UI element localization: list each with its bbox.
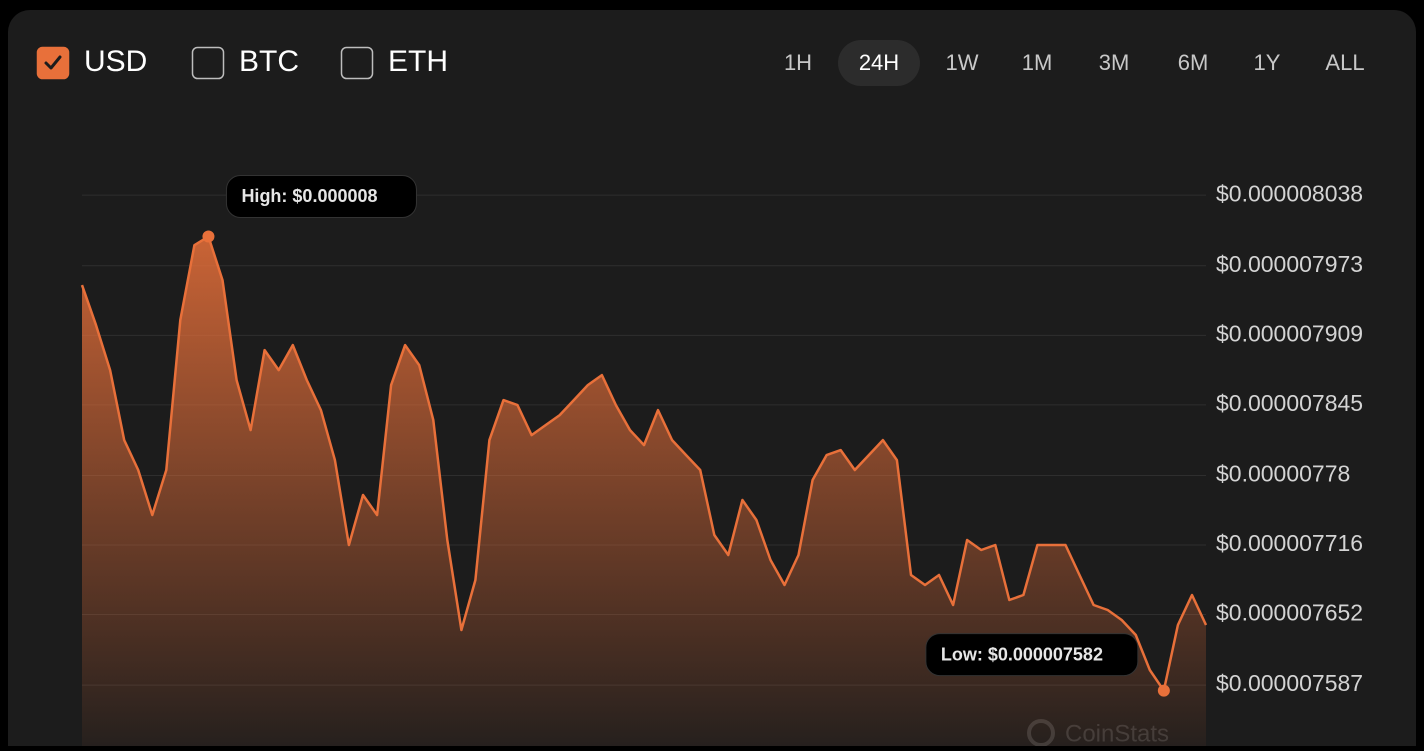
range-active-pill xyxy=(838,40,920,86)
area xyxy=(82,236,1206,746)
checkbox[interactable] xyxy=(36,46,70,80)
range-button[interactable]: 1W xyxy=(946,50,979,75)
annotation-text: High: $0.000008 xyxy=(241,186,377,206)
range-button[interactable]: 1M xyxy=(1022,50,1053,75)
extreme-point xyxy=(1157,684,1170,697)
range-button[interactable]: 1Y xyxy=(1254,50,1281,75)
y-tick-label: $0.000007973 xyxy=(1216,251,1363,277)
currency-label[interactable]: USD xyxy=(84,45,147,78)
y-tick-label: $0.000007909 xyxy=(1216,320,1363,346)
extreme-point xyxy=(202,230,215,243)
range-button[interactable]: 1H xyxy=(784,50,812,75)
y-tick-label: $0.000007652 xyxy=(1216,600,1363,626)
range-button[interactable]: 6M xyxy=(1178,50,1209,75)
range-button[interactable]: ALL xyxy=(1325,50,1364,75)
annotation-text: Low: $0.000007582 xyxy=(941,644,1103,664)
annotation-bubble xyxy=(925,633,1139,677)
checkbox[interactable] xyxy=(191,46,225,80)
range-button[interactable]: 3M xyxy=(1099,50,1130,75)
currency-label[interactable]: BTC xyxy=(239,45,299,78)
y-tick-label: $0.000007716 xyxy=(1216,530,1363,556)
y-tick-label: $0.000007587 xyxy=(1216,670,1363,696)
annotation-bubble xyxy=(225,174,417,218)
price-line xyxy=(80,235,1208,692)
currency-label[interactable]: ETH xyxy=(388,45,448,78)
y-tick-label: $0.000007845 xyxy=(1216,390,1363,416)
check-icon xyxy=(44,55,62,70)
y-tick-label: $0.00000778 xyxy=(1216,461,1350,487)
y-tick-label: $0.000008038 xyxy=(1216,180,1363,206)
range-button[interactable]: 24H xyxy=(859,50,899,75)
checkbox[interactable] xyxy=(340,46,374,80)
